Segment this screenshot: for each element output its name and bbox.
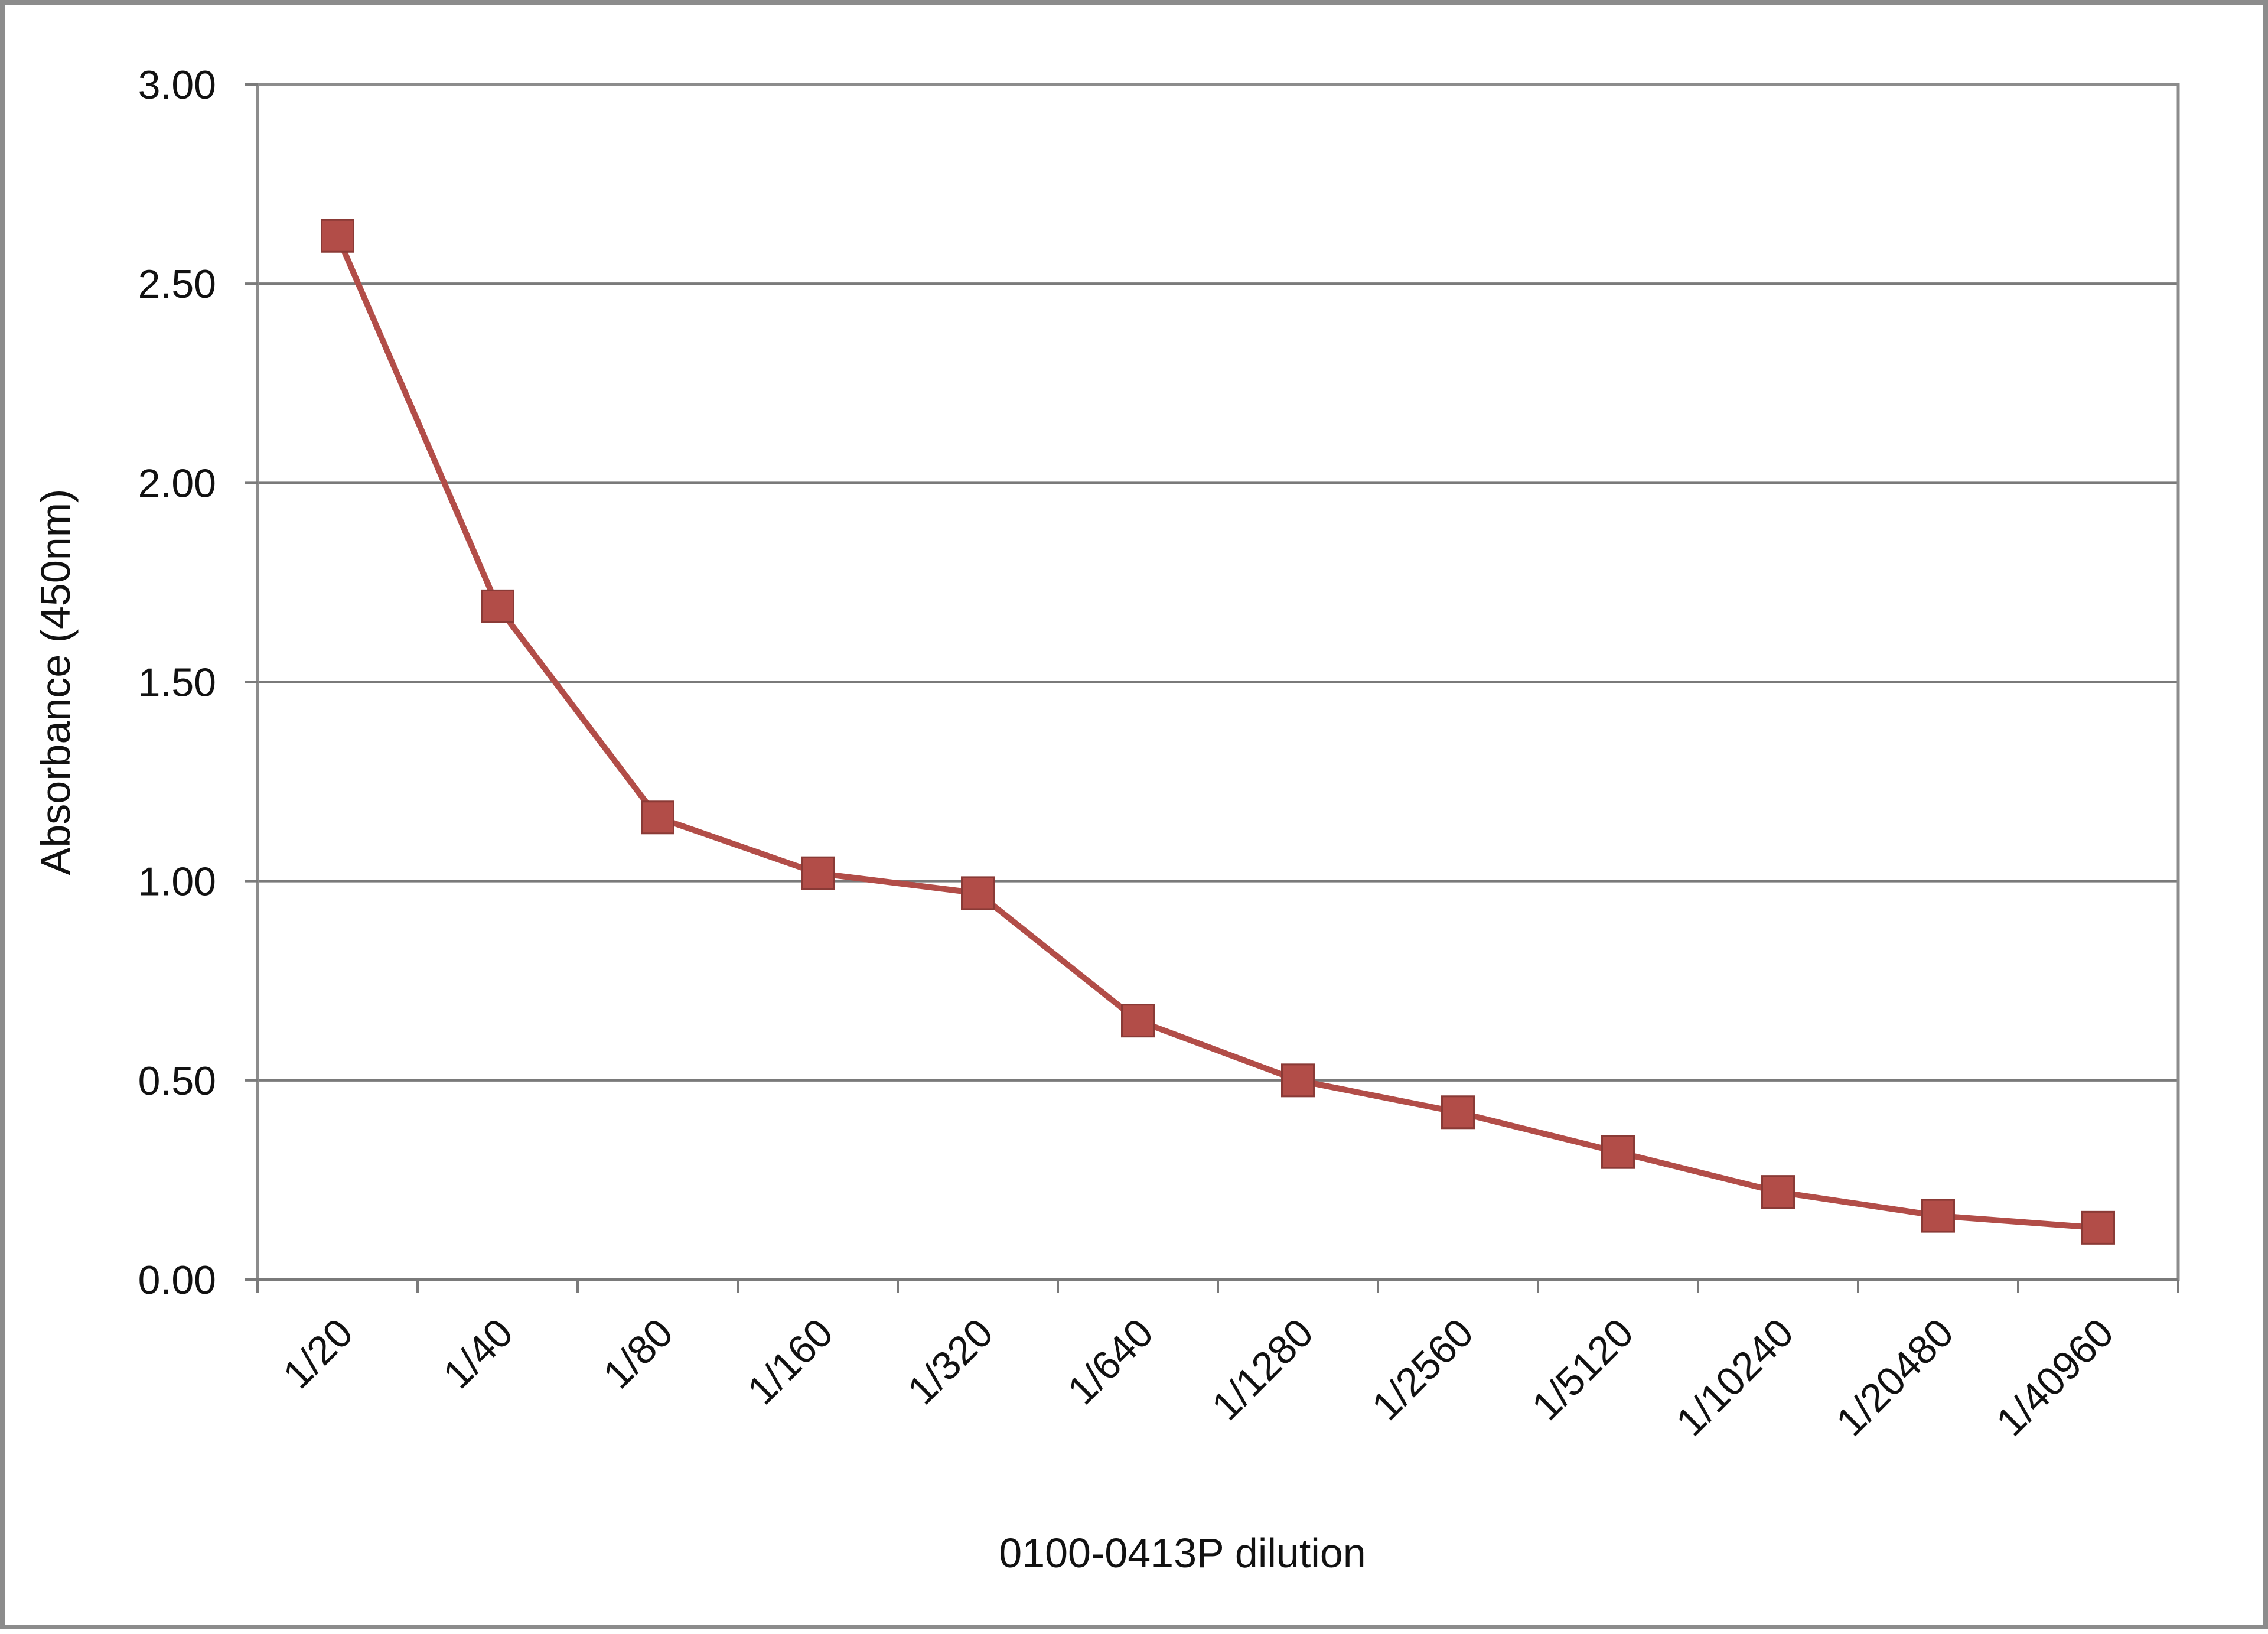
data-point-marker [641, 800, 674, 835]
data-point-marker [1281, 1063, 1315, 1098]
y-tick-label: 1.00 [138, 860, 216, 904]
x-tick-label: 1/5120 [1523, 1310, 1642, 1429]
y-tick-label: 1.50 [138, 660, 216, 705]
x-tick-label: 1/320 [899, 1310, 1002, 1413]
x-tick-label: 1/80 [595, 1310, 682, 1397]
y-tick-label: 2.00 [138, 461, 216, 506]
x-tick-label: 1/2560 [1363, 1310, 1482, 1429]
x-tick-label: 1/40 [435, 1310, 522, 1397]
x-tick-label: 1/20480 [1828, 1310, 1963, 1445]
y-tick-labels: 0.00 0.50 1.00 1.50 2.00 2.50 3.00 [138, 63, 216, 1303]
data-point-marker [801, 856, 835, 890]
data-point-marker [1761, 1175, 1795, 1209]
axes [245, 83, 2179, 1293]
absorbance-line-chart: 0.00 0.50 1.00 1.50 2.00 2.50 3.00 1/20 1/40 1/8… [32, 63, 2180, 1576]
y-tick-label: 2.50 [138, 262, 216, 307]
data-point-marker [1601, 1135, 1635, 1169]
data-point-marker [1921, 1199, 1955, 1233]
x-tick-label: 1/10240 [1668, 1310, 1803, 1445]
series-line [334, 235, 2098, 1231]
data-point-marker [2081, 1210, 2115, 1245]
series-layer [321, 219, 2115, 1245]
data-point-marker [481, 589, 514, 623]
x-tick-label: 1/640 [1059, 1310, 1162, 1413]
x-tick-label: 1/20 [275, 1310, 361, 1397]
x-tick-label: 1/1280 [1203, 1310, 1322, 1429]
y-tick-label: 3.00 [138, 63, 216, 108]
y-tick-label: 0.50 [138, 1059, 216, 1104]
x-tick-label: 1/160 [739, 1310, 842, 1413]
y-axis-title: Absorbance (450nm) [32, 489, 79, 875]
x-tick-label: 1/40960 [1988, 1310, 2123, 1445]
x-axis-title: 0100-0413P dilution [999, 1530, 1366, 1576]
data-point-marker [321, 219, 354, 253]
data-point-marker [961, 876, 995, 910]
data-point-marker [1441, 1095, 1475, 1130]
x-tick-labels: 1/20 1/40 1/80 1/160 1/320 1/640 1/1280 1/2560 1… [275, 1310, 2122, 1445]
y-tick-label: 0.00 [138, 1258, 216, 1303]
gridlines [258, 83, 2178, 1082]
data-point-marker [1121, 1004, 1155, 1038]
